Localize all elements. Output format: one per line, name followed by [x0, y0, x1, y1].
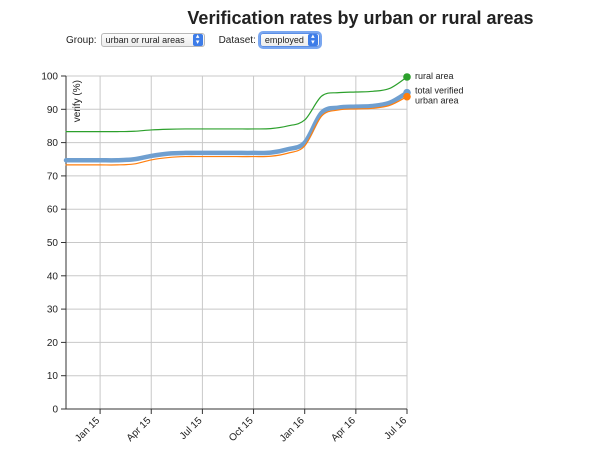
x-tick-label: Jan 16 — [278, 415, 307, 444]
x-tick-label: Apr 15 — [125, 415, 154, 444]
controls-bar: Group: urban or rural areas ▴ ▾ Dataset: … — [66, 33, 320, 47]
y-tick-label: 80 — [47, 138, 59, 149]
y-tick-label: 10 — [47, 371, 59, 382]
dataset-select[interactable]: employed ▴ ▾ — [259, 33, 320, 47]
x-tick-label: Apr 16 — [329, 415, 358, 444]
dataset-select-value: employed — [264, 35, 304, 45]
x-tick-label: Jan 15 — [73, 415, 102, 444]
x-tick-label: Jul 16 — [382, 415, 409, 442]
select-arrows-icon: ▴ ▾ — [192, 33, 203, 46]
series-label: total verified — [415, 86, 464, 96]
y-axis-label: verify (%) — [72, 80, 83, 122]
group-label: Group: — [66, 34, 97, 46]
series-label: rural area — [415, 71, 454, 81]
x-tick-label: Jul 15 — [178, 415, 205, 442]
select-arrows-icon: ▴ ▾ — [307, 33, 318, 46]
y-tick-label: 70 — [47, 171, 59, 182]
group-select-value: urban or rural areas — [105, 35, 185, 45]
series-end-marker — [403, 92, 411, 101]
series-line-rural-area — [65, 76, 408, 133]
series-end-marker — [403, 73, 411, 81]
y-tick-label: 60 — [47, 205, 59, 216]
group-select[interactable]: urban or rural areas ▴ ▾ — [100, 33, 205, 47]
grid — [66, 75, 408, 410]
series-line-total-verified — [63, 90, 410, 163]
chart-title: Verification rates by urban or rural are… — [187, 8, 534, 28]
y-tick-label: 50 — [47, 238, 59, 249]
y-tick-label: 100 — [41, 72, 58, 83]
y-tick-label: 90 — [47, 105, 59, 116]
series-lines — [63, 76, 410, 166]
x-tick-label: Oct 15 — [227, 415, 256, 444]
y-tick-label: 0 — [52, 405, 58, 416]
series-label: urban area — [415, 96, 459, 106]
axes: 0 10 20 30 40 50 60 70 80 90 100 Jan 15 Apr 15 Jul 15… — [41, 72, 409, 445]
y-tick-label: 40 — [47, 271, 59, 282]
dataset-label: Dataset: — [218, 34, 256, 46]
y-tick-label: 20 — [47, 338, 59, 349]
series-line-urban-area — [65, 96, 408, 166]
y-tick-label: 30 — [47, 305, 59, 316]
